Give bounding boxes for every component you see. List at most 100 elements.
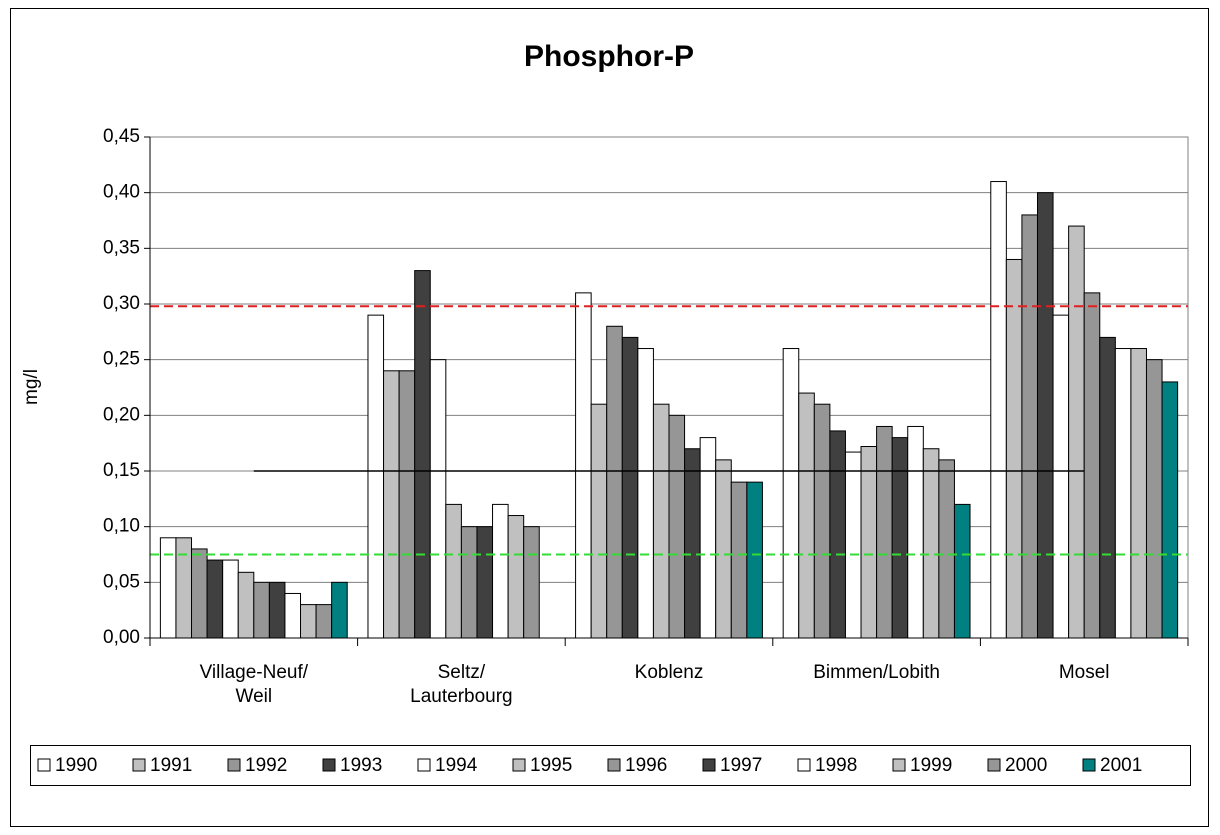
- x-tick-label: Village-Neuf/Weil: [200, 662, 309, 707]
- bar: [860, 446, 878, 639]
- bar: [383, 370, 400, 639]
- bar: [891, 437, 909, 639]
- legend-swatch: [987, 758, 1001, 772]
- bar: [1068, 225, 1085, 639]
- legend-label: 1997: [720, 755, 762, 776]
- y-tick-label: 0,40: [103, 182, 140, 203]
- bar: [398, 370, 416, 639]
- bar: [222, 559, 239, 639]
- legend-swatch: [227, 758, 241, 772]
- legend-label: 2001: [1100, 755, 1142, 776]
- x-tick-label: Mosel: [1059, 662, 1110, 683]
- bar: [507, 515, 525, 639]
- bar: [922, 448, 940, 639]
- legend-label: 1998: [815, 755, 857, 776]
- bar: [876, 425, 893, 639]
- bar: [1005, 258, 1023, 639]
- chart-title: Phosphor-P: [524, 40, 694, 73]
- bar: [237, 571, 255, 639]
- bar: [159, 537, 177, 639]
- bar: [175, 537, 193, 639]
- bar: [523, 526, 540, 639]
- bar: [191, 548, 208, 639]
- bar: [492, 503, 509, 639]
- bar: [844, 451, 862, 639]
- legend-swatch: [417, 758, 431, 772]
- legend-swatch: [132, 758, 146, 772]
- legend-label: 1995: [530, 755, 572, 776]
- bar: [715, 459, 732, 639]
- bar: [460, 526, 478, 639]
- bar: [907, 425, 924, 639]
- bar: [1145, 359, 1163, 639]
- legend-label: 1990: [55, 755, 97, 776]
- legend-swatch: [892, 758, 906, 772]
- bar: [300, 604, 317, 639]
- legend-swatch: [607, 758, 621, 772]
- bar: [315, 604, 333, 639]
- bar: [414, 270, 431, 639]
- bar: [284, 592, 302, 639]
- y-tick-label: 0,20: [103, 404, 140, 425]
- legend-swatch: [1082, 758, 1096, 772]
- y-tick-label: 0,05: [103, 571, 140, 592]
- bar: [782, 348, 800, 639]
- bar: [367, 314, 385, 639]
- legend-swatch: [702, 758, 716, 772]
- y-tick-label: 0,30: [103, 293, 140, 314]
- bar: [331, 581, 348, 639]
- bar: [668, 414, 686, 639]
- bar: [938, 459, 955, 639]
- bar: [575, 292, 592, 639]
- bar: [699, 437, 717, 639]
- bar: [206, 559, 224, 639]
- legend-label: 1992: [245, 755, 287, 776]
- bar: [746, 481, 763, 639]
- x-tick-label: Koblenz: [635, 662, 704, 683]
- bar: [1099, 336, 1116, 639]
- bar: [1161, 381, 1179, 639]
- bar: [1130, 348, 1147, 639]
- y-tick-label: 0,00: [103, 627, 140, 648]
- legend-swatch: [512, 758, 526, 772]
- y-tick-label: 0,25: [103, 349, 140, 370]
- bar: [730, 481, 748, 639]
- bar: [621, 336, 639, 639]
- bar: [1083, 292, 1101, 639]
- y-tick-label: 0,10: [103, 516, 140, 537]
- bar: [829, 430, 846, 639]
- y-axis-label: mg/l: [21, 369, 42, 405]
- bar: [1036, 192, 1054, 639]
- legend-label: 1993: [340, 755, 382, 776]
- legend-label: 1991: [150, 755, 192, 776]
- bar: [606, 325, 623, 639]
- x-tick-label: Bimmen/Lobith: [813, 662, 940, 683]
- bar: [953, 503, 971, 639]
- legend-label: 1996: [625, 755, 667, 776]
- x-tick-label: Seltz/Lauterbourg: [410, 662, 512, 707]
- bar: [253, 581, 270, 639]
- bar: [637, 348, 654, 639]
- bar: [813, 403, 831, 639]
- bar: [798, 392, 815, 639]
- bar: [684, 448, 701, 639]
- y-tick-label: 0,45: [103, 126, 140, 147]
- bar: [268, 581, 286, 639]
- bar: [590, 403, 608, 639]
- bar: [990, 181, 1007, 639]
- bar: [445, 503, 462, 639]
- bar: [1021, 214, 1038, 639]
- bar: [476, 526, 494, 639]
- bar: [429, 359, 447, 639]
- legend-label: 2000: [1005, 755, 1047, 776]
- legend-label: 1999: [910, 755, 952, 776]
- legend-swatch: [797, 758, 811, 772]
- y-tick-label: 0,35: [103, 237, 140, 258]
- bar: [652, 403, 670, 639]
- legend-swatch: [37, 758, 51, 772]
- bar: [1114, 348, 1132, 639]
- legend-swatch: [322, 758, 336, 772]
- y-tick-label: 0,15: [103, 460, 140, 481]
- bar: [1052, 314, 1070, 639]
